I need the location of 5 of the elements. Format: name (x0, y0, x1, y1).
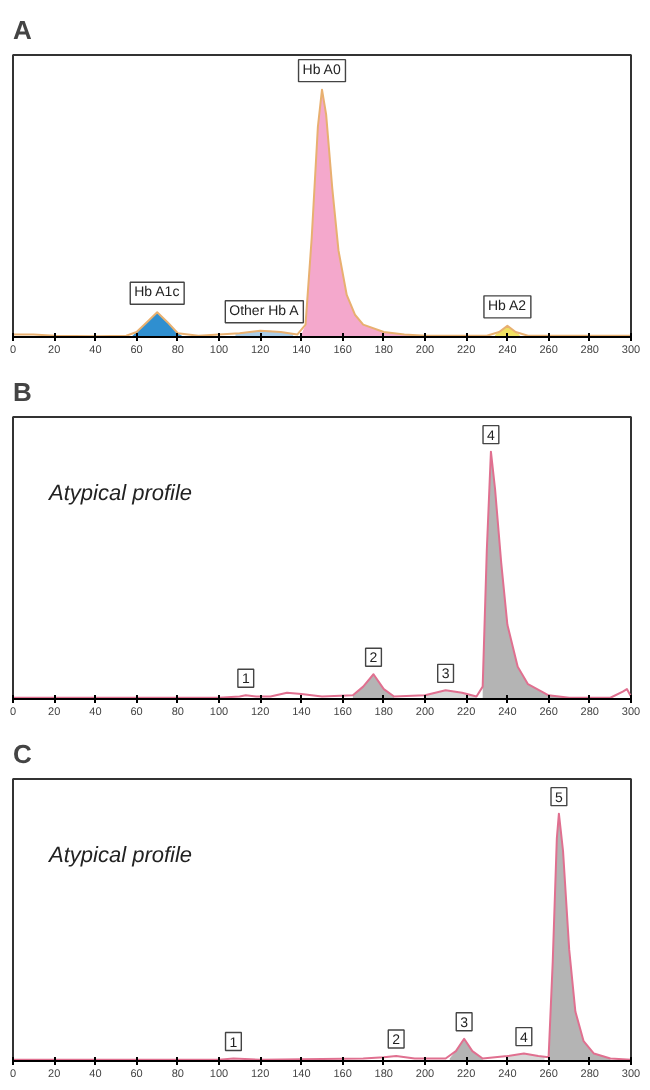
chart-title: A (13, 15, 33, 45)
text: Atypical profile (47, 482, 193, 507)
chart-title: B (13, 377, 32, 407)
chart-title: C (13, 739, 33, 769)
text: Atypical profile (47, 844, 193, 869)
